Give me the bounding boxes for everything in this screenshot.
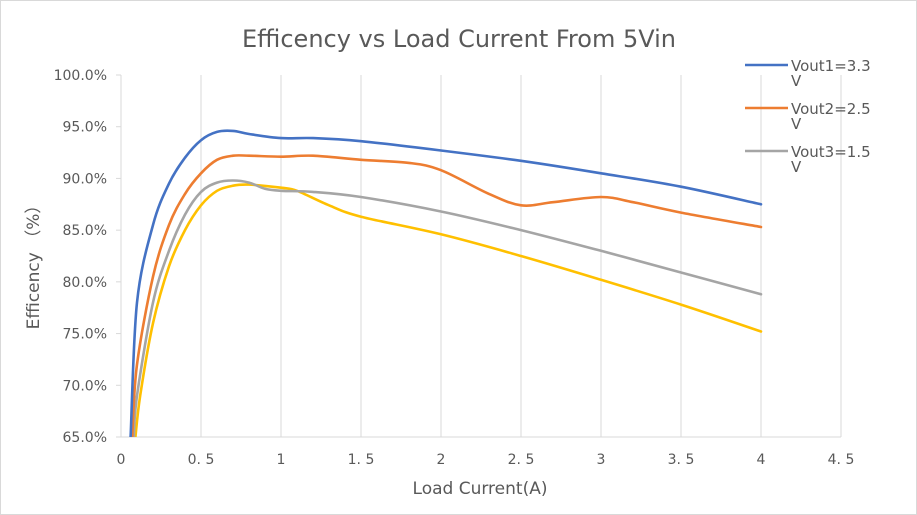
legend-label-2: V xyxy=(791,115,802,133)
y-tick-label: 95.0% xyxy=(63,120,107,136)
x-tick-label: 3. 5 xyxy=(668,452,695,468)
legend-label-2: Vout2=2.5 xyxy=(791,100,871,118)
y-tick-label: 75.0% xyxy=(63,327,107,343)
chart-title: Efficency vs Load Current From 5Vin xyxy=(242,25,676,53)
y-tick-label: 70.0% xyxy=(63,378,107,394)
x-axis-title: Load Current(A) xyxy=(413,479,548,499)
series-line-2 xyxy=(130,154,763,437)
y-tick-label: 90.0% xyxy=(63,171,107,187)
series-line-4 xyxy=(134,183,763,437)
x-tick-label: 4 xyxy=(757,452,766,468)
x-tick-label: 4. 5 xyxy=(828,452,855,468)
x-tick-label: 2 xyxy=(437,452,446,468)
x-tick-label: 0 xyxy=(117,452,126,468)
series-line-1 xyxy=(129,129,763,437)
x-tick-label: 2. 5 xyxy=(508,452,535,468)
legend-label-3: Vout3=1.5 xyxy=(791,143,871,161)
x-tick-label: 0. 5 xyxy=(188,452,215,468)
y-tick-label: 100.0% xyxy=(54,68,107,84)
legend-label-3: V xyxy=(791,158,802,176)
x-tick-label: 3 xyxy=(597,452,606,468)
y-tick-label: 65.0% xyxy=(63,430,107,446)
x-tick-label: 1. 5 xyxy=(348,452,375,468)
y-tick-label: 80.0% xyxy=(63,275,107,291)
series-layer xyxy=(129,129,763,437)
axis-layer: 0 0. 5 1 1. 5 2 2. 5 3 3. 5 4 4. 5 65.0% 70.0% 75.0%… xyxy=(54,68,855,468)
series-line-3 xyxy=(132,179,763,437)
legend-label-1: Vout1=3.3 xyxy=(791,57,871,75)
legend-label-1: V xyxy=(791,72,802,90)
y-axis-title: Efficency （%） xyxy=(24,197,44,330)
y-tick-label: 85.0% xyxy=(63,223,107,239)
x-tick-label: 1 xyxy=(277,452,286,468)
